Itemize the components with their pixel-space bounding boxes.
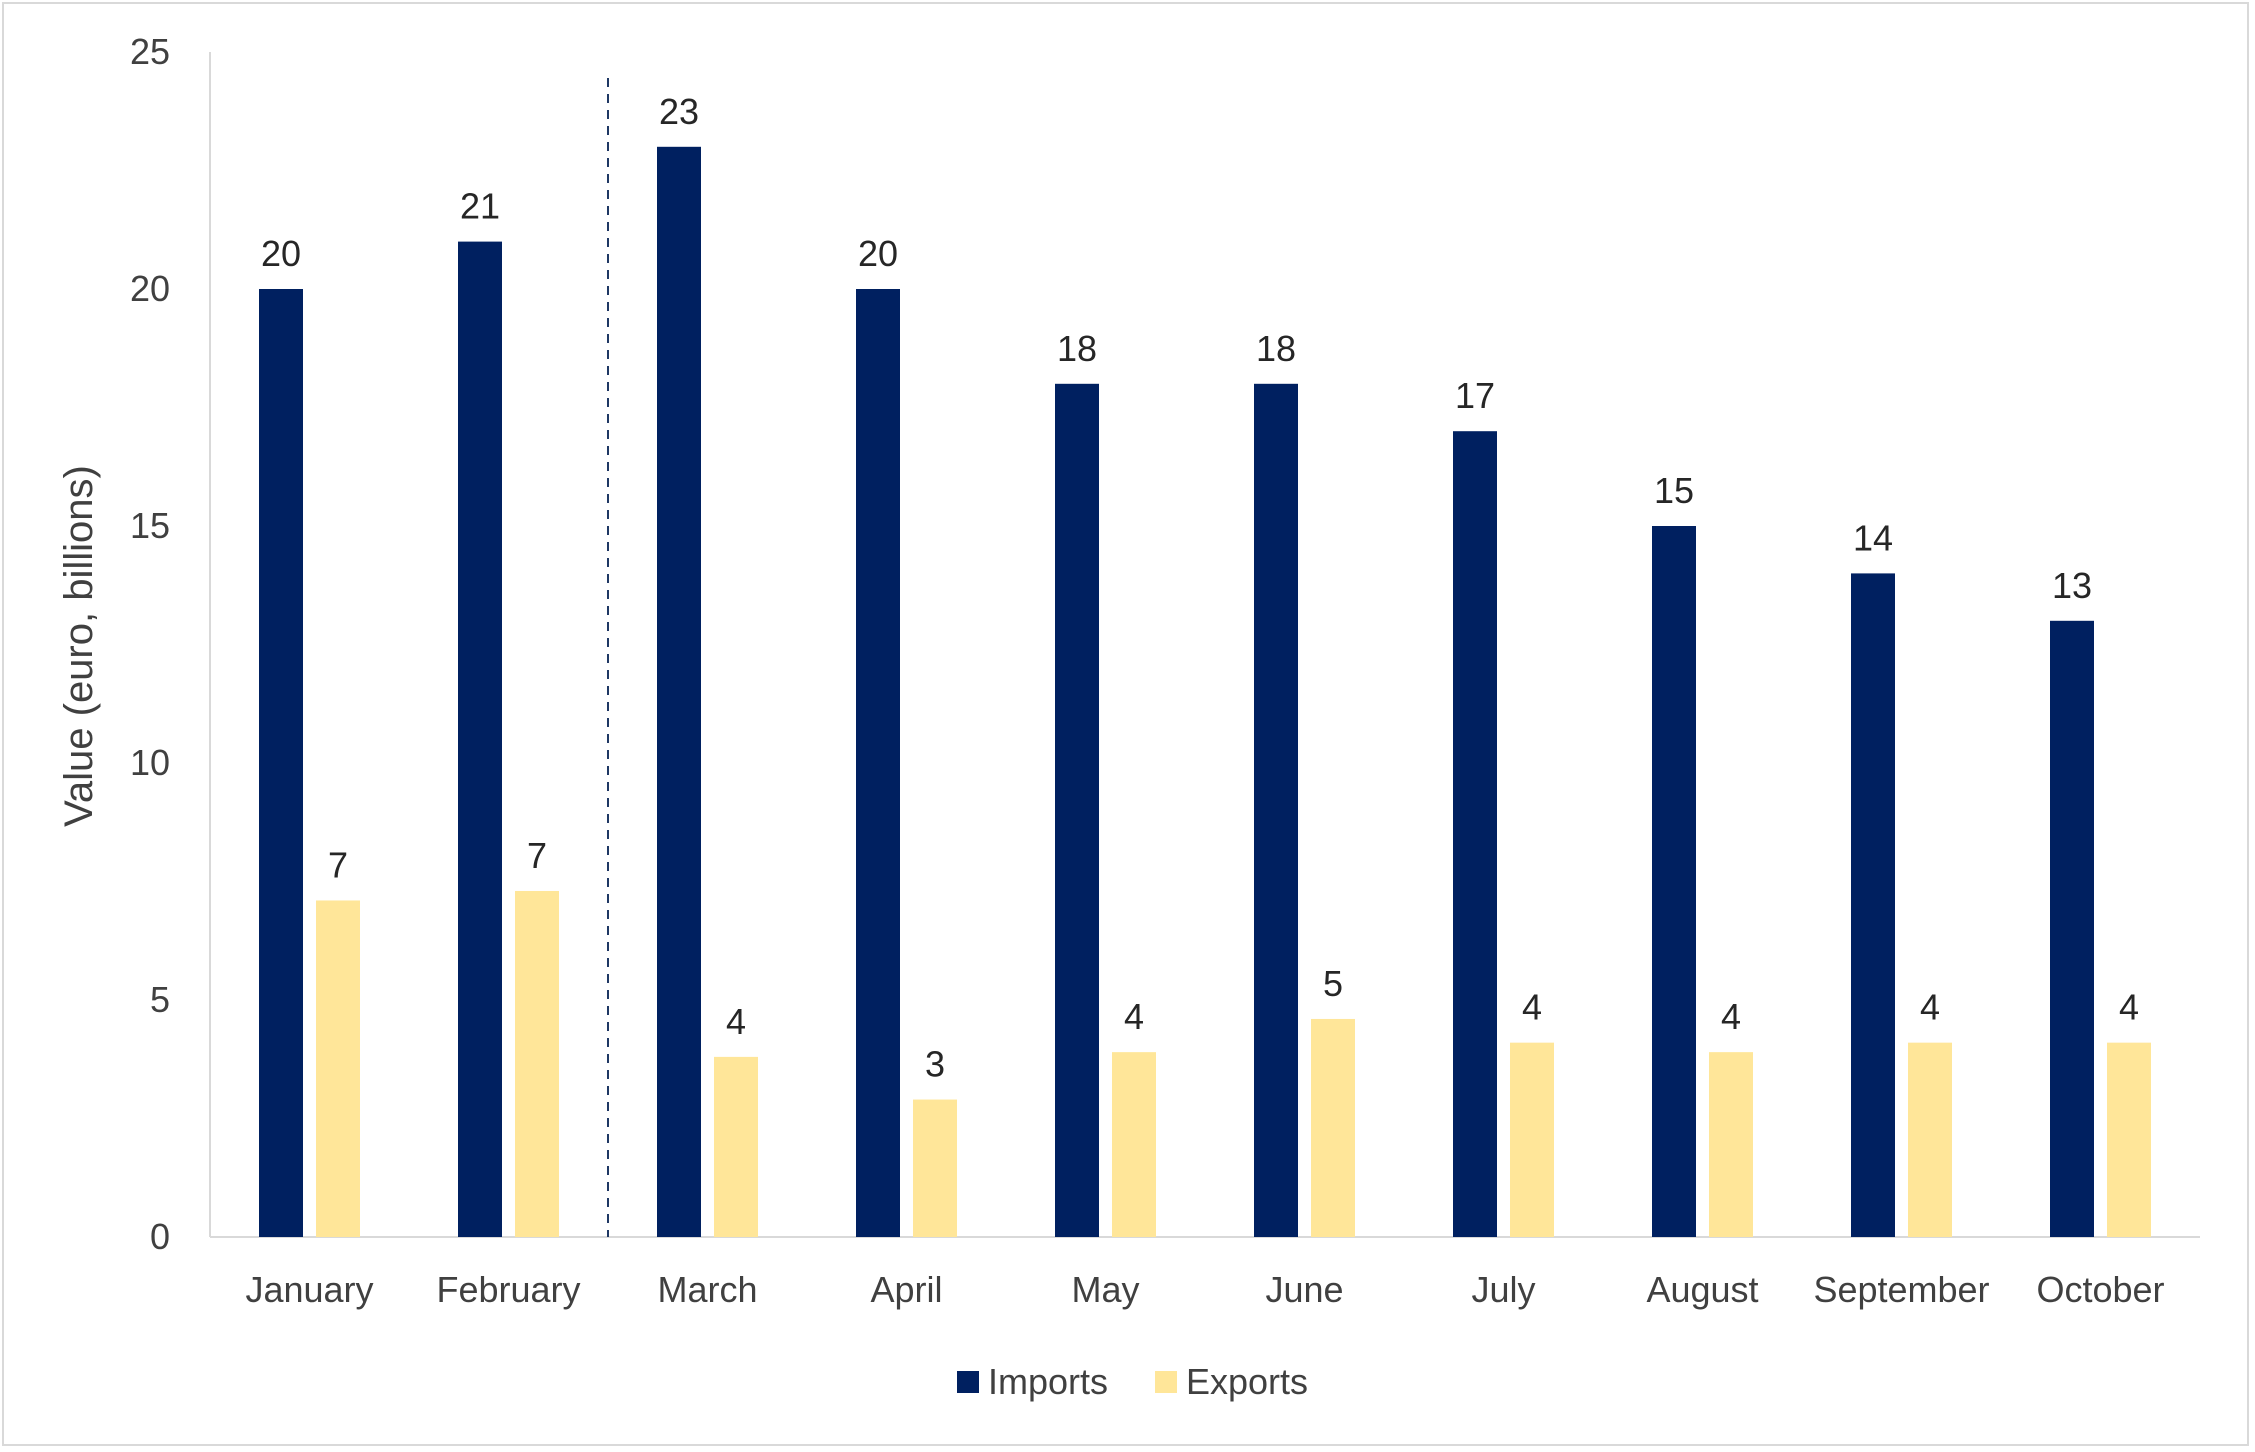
imports-data-label: 17 — [1455, 375, 1495, 416]
legend-swatch-imports — [957, 1371, 979, 1393]
exports-bar — [1510, 1042, 1554, 1237]
y-axis-title: Value (euro, billions) — [57, 465, 101, 827]
imports-bar — [2050, 620, 2094, 1237]
y-tick-label: 15 — [130, 505, 170, 546]
x-tick-label: August — [1646, 1269, 1758, 1310]
data-labels: 20 21 23 20 18 18 17 15 14 13 7 7 4 3 4 5 4 4 4 4 — [261, 91, 2139, 1085]
imports-data-label: 20 — [261, 233, 301, 274]
legend-swatch-exports — [1155, 1371, 1177, 1393]
legend: Imports Exports — [957, 1361, 1308, 1402]
x-tick-label: March — [657, 1269, 757, 1310]
exports-bar — [714, 1056, 758, 1237]
exports-bar — [1112, 1052, 1156, 1237]
imports-data-label: 23 — [659, 91, 699, 132]
imports-data-label: 21 — [460, 186, 500, 227]
x-axis: January February March April May June July Augu… — [210, 78, 2200, 1310]
imports-data-label: 15 — [1654, 470, 1694, 511]
x-tick-label: April — [870, 1269, 942, 1310]
exports-bar — [2107, 1042, 2151, 1237]
x-tick-label: May — [1071, 1269, 1139, 1310]
exports-bar — [1311, 1018, 1355, 1237]
x-tick-label: October — [2036, 1269, 2164, 1310]
imports-data-label: 14 — [1853, 517, 1893, 558]
imports-bar — [1453, 431, 1497, 1237]
imports-bar — [856, 289, 900, 1237]
y-axis: 0 5 10 15 20 25 — [130, 31, 211, 1257]
y-tick-label: 0 — [150, 1216, 170, 1257]
x-tick-label: January — [245, 1269, 373, 1310]
exports-data-label: 4 — [2119, 987, 2139, 1028]
exports-data-label: 3 — [925, 1044, 945, 1085]
imports-bar — [657, 146, 701, 1237]
x-tick-label: June — [1265, 1269, 1343, 1310]
bars — [259, 146, 2151, 1238]
x-tick-label: February — [436, 1269, 580, 1310]
exports-data-label: 7 — [527, 835, 547, 876]
exports-data-label: 5 — [1323, 963, 1343, 1004]
exports-data-label: 4 — [726, 1001, 746, 1042]
exports-bar — [515, 890, 559, 1237]
exports-bar — [1709, 1052, 1753, 1237]
imports-data-label: 20 — [858, 233, 898, 274]
x-tick-label: September — [1813, 1269, 1989, 1310]
imports-data-label: 18 — [1057, 328, 1097, 369]
exports-data-label: 7 — [328, 844, 348, 885]
exports-data-label: 4 — [1920, 987, 1940, 1028]
legend-label-imports: Imports — [988, 1361, 1108, 1402]
exports-data-label: 4 — [1522, 987, 1542, 1028]
exports-bar — [913, 1099, 957, 1237]
exports-data-label: 4 — [1721, 996, 1741, 1037]
imports-bar — [1254, 383, 1298, 1237]
y-tick-label: 5 — [150, 979, 170, 1020]
imports-bar — [259, 289, 303, 1237]
imports-data-label: 18 — [1256, 328, 1296, 369]
imports-bar — [1851, 573, 1895, 1237]
exports-bar — [316, 900, 360, 1237]
exports-data-label: 4 — [1124, 996, 1144, 1037]
x-tick-label: July — [1471, 1269, 1535, 1310]
imports-bar — [1055, 383, 1099, 1237]
y-tick-label: 20 — [130, 268, 170, 309]
imports-bar — [1652, 526, 1696, 1237]
y-tick-label: 10 — [130, 742, 170, 783]
imports-bar — [458, 241, 502, 1238]
legend-label-exports: Exports — [1186, 1361, 1308, 1402]
y-tick-label: 25 — [130, 31, 170, 72]
imports-data-label: 13 — [2052, 565, 2092, 606]
exports-bar — [1908, 1042, 1952, 1237]
